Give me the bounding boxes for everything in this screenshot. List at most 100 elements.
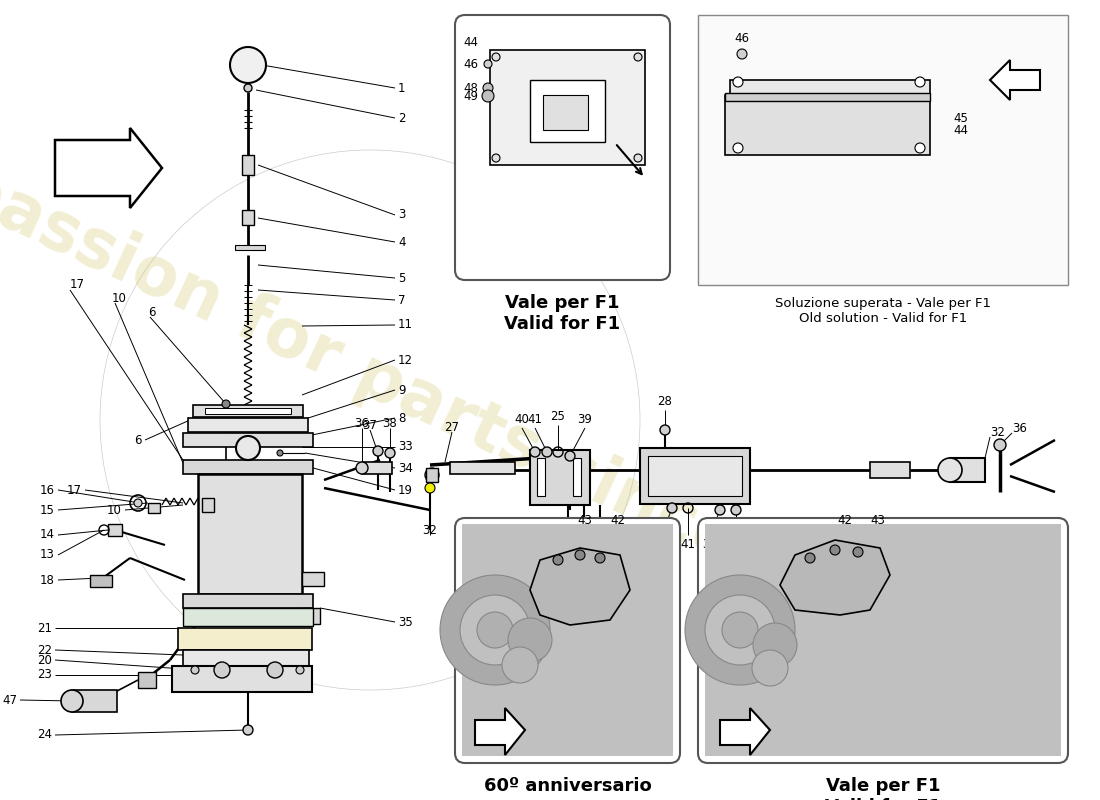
Circle shape xyxy=(356,462,369,474)
Bar xyxy=(183,608,314,626)
Text: 36: 36 xyxy=(354,417,370,430)
Circle shape xyxy=(938,458,962,482)
Text: 41: 41 xyxy=(681,538,695,551)
Bar xyxy=(148,503,159,513)
Circle shape xyxy=(542,447,552,457)
Text: 8: 8 xyxy=(398,411,406,425)
Circle shape xyxy=(994,439,1006,451)
Text: 3: 3 xyxy=(398,209,406,222)
Bar xyxy=(362,462,392,474)
Text: 40: 40 xyxy=(515,413,529,426)
Text: 6: 6 xyxy=(148,306,155,318)
Text: 39: 39 xyxy=(578,413,593,426)
Text: 6: 6 xyxy=(134,434,142,446)
Polygon shape xyxy=(990,60,1040,100)
Circle shape xyxy=(477,612,513,648)
Polygon shape xyxy=(475,708,525,755)
Circle shape xyxy=(277,450,283,456)
Text: 32: 32 xyxy=(990,426,1005,438)
Circle shape xyxy=(373,446,383,456)
Circle shape xyxy=(484,60,492,68)
Text: 46: 46 xyxy=(463,58,478,70)
Text: 29: 29 xyxy=(605,558,619,571)
Text: 18: 18 xyxy=(40,574,55,586)
Text: 38: 38 xyxy=(728,538,744,551)
Text: 25: 25 xyxy=(551,410,565,423)
Text: 16: 16 xyxy=(40,483,55,497)
Circle shape xyxy=(732,505,741,515)
Text: 27: 27 xyxy=(444,421,460,434)
Circle shape xyxy=(230,47,266,83)
Text: 32: 32 xyxy=(422,524,438,537)
Circle shape xyxy=(737,49,747,59)
Text: 14: 14 xyxy=(40,529,55,542)
Bar xyxy=(90,575,112,587)
Circle shape xyxy=(634,154,642,162)
Circle shape xyxy=(575,550,585,560)
Text: 17: 17 xyxy=(67,483,82,497)
Text: 37: 37 xyxy=(703,538,717,551)
Bar xyxy=(725,95,929,155)
Text: 4: 4 xyxy=(398,235,406,249)
Circle shape xyxy=(492,154,500,162)
Bar xyxy=(530,450,590,505)
Bar xyxy=(235,245,265,250)
Bar xyxy=(205,408,292,414)
Bar xyxy=(108,524,122,536)
FancyBboxPatch shape xyxy=(455,518,680,763)
Circle shape xyxy=(685,575,795,685)
Bar xyxy=(138,672,156,688)
Text: 49: 49 xyxy=(463,90,478,102)
Text: 47: 47 xyxy=(2,694,16,706)
Circle shape xyxy=(830,545,840,555)
Text: Vale per F1
Valid for F1: Vale per F1 Valid for F1 xyxy=(505,294,620,333)
Circle shape xyxy=(236,436,260,460)
FancyBboxPatch shape xyxy=(698,518,1068,763)
Text: 25: 25 xyxy=(654,538,670,551)
Text: 7: 7 xyxy=(398,294,406,306)
Polygon shape xyxy=(530,548,630,625)
Text: 43: 43 xyxy=(870,514,886,526)
Circle shape xyxy=(722,612,758,648)
Text: 42: 42 xyxy=(837,514,852,526)
Text: 44: 44 xyxy=(953,123,968,137)
Circle shape xyxy=(385,448,395,458)
Text: 43: 43 xyxy=(578,514,593,526)
Text: 30: 30 xyxy=(549,558,563,571)
Circle shape xyxy=(460,595,530,665)
Text: 17: 17 xyxy=(70,278,85,291)
Circle shape xyxy=(244,84,252,92)
Text: Vale per F1
Valid for F1: Vale per F1 Valid for F1 xyxy=(825,777,942,800)
Bar xyxy=(183,650,309,666)
Text: 10: 10 xyxy=(112,291,126,305)
Circle shape xyxy=(482,90,494,102)
Bar xyxy=(242,210,254,225)
Text: 19: 19 xyxy=(398,483,412,497)
Circle shape xyxy=(715,505,725,515)
Text: 24: 24 xyxy=(37,729,52,742)
Circle shape xyxy=(733,143,742,153)
Bar xyxy=(202,498,215,512)
Text: 2: 2 xyxy=(398,111,406,125)
Text: 10: 10 xyxy=(107,503,122,517)
Circle shape xyxy=(191,666,199,674)
Circle shape xyxy=(502,647,538,683)
Text: 48: 48 xyxy=(463,82,478,94)
Bar xyxy=(450,462,515,474)
Text: 35: 35 xyxy=(398,615,412,629)
Bar xyxy=(426,468,438,482)
Circle shape xyxy=(754,623,798,667)
Circle shape xyxy=(852,547,864,557)
Bar xyxy=(183,460,314,474)
Polygon shape xyxy=(780,540,890,615)
Circle shape xyxy=(667,503,676,513)
Text: 12: 12 xyxy=(398,354,412,366)
Text: 22: 22 xyxy=(37,643,52,657)
FancyBboxPatch shape xyxy=(455,15,670,280)
Text: 37: 37 xyxy=(363,419,377,432)
Text: 5: 5 xyxy=(398,271,406,285)
Bar xyxy=(242,155,254,175)
Text: 38: 38 xyxy=(383,417,397,430)
Bar xyxy=(72,690,117,712)
Text: 23: 23 xyxy=(37,669,52,682)
